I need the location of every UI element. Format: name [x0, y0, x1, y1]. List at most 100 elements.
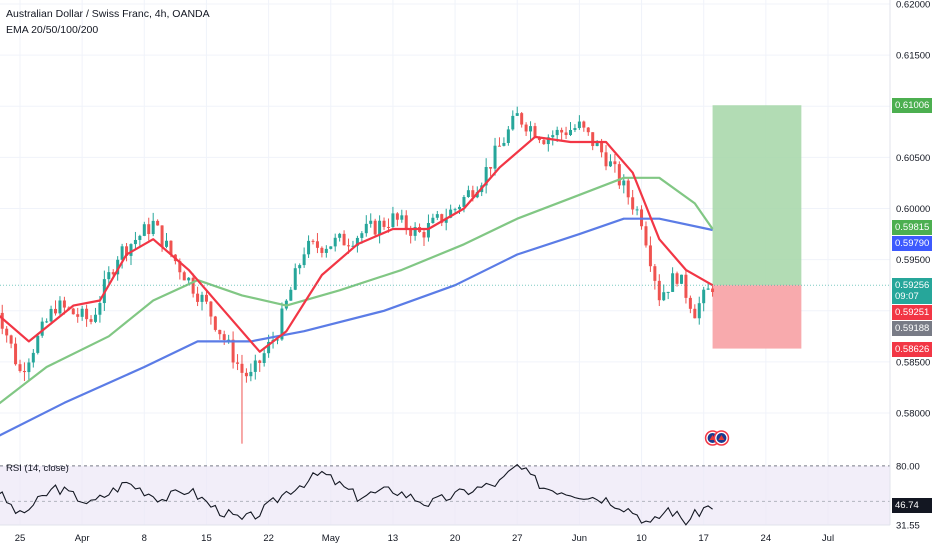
candle-body [93, 314, 97, 322]
price-tag-value: 0.59256 [895, 279, 930, 291]
loss-zone[interactable] [712, 285, 802, 349]
price-tick-label: 0.58000 [896, 409, 930, 420]
rsi-line [0, 463, 713, 526]
rsi-level-label: 31.55 [896, 521, 920, 532]
candle-body [453, 209, 457, 211]
candle-body [58, 300, 62, 314]
candle-body [253, 360, 257, 372]
candle-body [533, 126, 537, 138]
candle-body [560, 129, 564, 133]
candle-body [204, 294, 208, 302]
candle-body [338, 233, 342, 238]
ema-fast-line [0, 135, 714, 353]
price-tag-value: 0.59815 [895, 222, 930, 234]
candle-body [697, 303, 701, 319]
price-tag-value: 0.59790 [895, 238, 930, 250]
candle-body [484, 167, 488, 186]
candle-body [529, 126, 533, 132]
candle-body [222, 334, 226, 340]
candle-body [702, 289, 706, 304]
candle-body [666, 291, 670, 293]
candle-body [515, 113, 519, 116]
time-tick-label: 27 [512, 533, 523, 544]
candle-body [9, 335, 13, 344]
candle-body [275, 339, 279, 341]
candle-body [524, 124, 528, 132]
candle-body [302, 254, 306, 266]
candle-body [293, 268, 297, 290]
candle-body [582, 121, 586, 128]
candle-body [573, 128, 577, 130]
candle-body [600, 143, 604, 153]
candle-body [466, 190, 470, 197]
candle-body [178, 261, 182, 273]
price-tag-value: 0.59251 [895, 306, 930, 318]
candle-body [151, 220, 155, 235]
candle-body [426, 222, 430, 238]
candle-body [0, 312, 4, 329]
candle-body [22, 370, 26, 373]
candle-body [360, 233, 364, 238]
time-tick-label: May [322, 533, 340, 544]
candle-body [315, 241, 319, 248]
candle-body [320, 247, 324, 253]
rsi-title: RSI (14, close) [6, 463, 69, 474]
candle-body [182, 272, 186, 281]
candle-body [262, 353, 266, 363]
event-markers[interactable] [704, 430, 730, 446]
price-tag-countdown: 09:07 [895, 290, 919, 302]
price-tick-label: 0.60500 [896, 153, 930, 164]
candle-body [280, 308, 284, 340]
candle-body [506, 129, 510, 143]
candle-body [40, 321, 44, 336]
candle-body [622, 180, 626, 186]
candle-body [400, 215, 404, 220]
candle-body [586, 127, 590, 133]
price-tag-value: 0.58626 [895, 343, 930, 355]
time-axis[interactable]: 25 Apr 8 15 22 May 13 20 27 Jun 10 17 24 Jul [15, 533, 834, 544]
candle-body [311, 240, 315, 242]
position-zones[interactable] [712, 105, 802, 349]
time-tick-label: Apr [75, 533, 90, 544]
candle-body [329, 246, 333, 249]
candle-body [378, 220, 382, 235]
price-axis[interactable]: 0.620000.615000.610000.605000.600000.595… [889, 0, 930, 532]
candle-body [551, 135, 555, 138]
candle-body [240, 363, 244, 373]
candle-body [71, 308, 75, 315]
candle-body [546, 137, 550, 145]
price-tag: 0.61006 [892, 98, 932, 114]
profit-zone[interactable] [712, 105, 802, 286]
time-tick-label: 25 [15, 533, 26, 544]
candle-body [196, 293, 200, 302]
candle-body [54, 308, 58, 314]
chart-title: Australian Dollar / Swiss Franc, 4h, OAN… [6, 8, 210, 20]
candle-body [62, 300, 66, 308]
candle-body [125, 246, 129, 256]
candle-body [89, 319, 93, 322]
candle-body [511, 115, 515, 130]
price-tag-value: 0.59188 [895, 322, 930, 334]
indicator-legend: EMA 20/50/100/200 [6, 24, 99, 36]
ema-lines [0, 135, 714, 437]
candle-body [45, 321, 49, 323]
candle-body [36, 335, 40, 353]
candle-body [386, 226, 390, 228]
candle-body [671, 273, 675, 292]
time-tick-label: 13 [388, 533, 399, 544]
candle-body [200, 294, 204, 302]
price-tag: 0.58626 [892, 341, 932, 357]
candle-body [5, 328, 9, 336]
flag-icon[interactable] [713, 430, 730, 446]
candle-body [542, 140, 546, 145]
candle-series [0, 106, 715, 444]
time-tick-label: 10 [636, 533, 647, 544]
candle-body [569, 129, 573, 136]
candle-body [298, 265, 302, 269]
price-tick-label: 0.58500 [896, 357, 930, 368]
candle-body [342, 233, 346, 246]
candle-body [111, 272, 115, 275]
candle-body [165, 240, 169, 247]
time-tick-label: Jul [822, 533, 834, 544]
